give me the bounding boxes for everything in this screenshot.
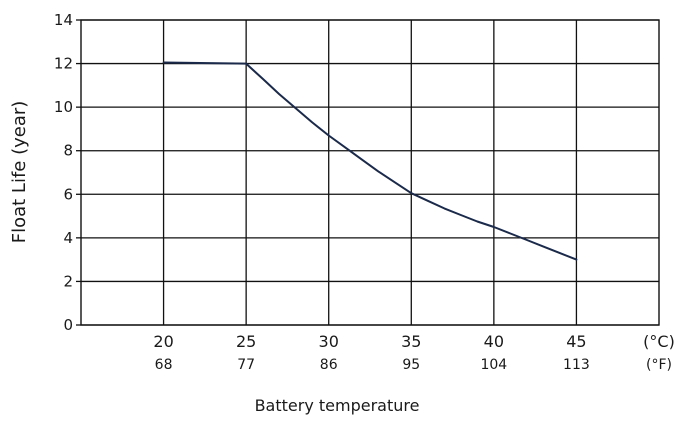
x-tick-label-celsius: 25	[236, 332, 256, 351]
y-tick-label: 4	[63, 229, 73, 247]
x-tick-label-celsius: 40	[484, 332, 504, 351]
y-tick-label: 10	[54, 98, 73, 116]
x-tick-label-celsius: 20	[153, 332, 173, 351]
x-tick-label-fahrenheit: 104	[480, 357, 507, 373]
x-axis-label: Battery temperature	[255, 396, 420, 415]
x-tick-label-fahrenheit: 86	[320, 357, 338, 373]
celsius-unit-label: (°C)	[643, 332, 675, 351]
grid	[81, 19, 659, 326]
y-axis-label: Float Life (year)	[9, 101, 30, 244]
x-tick-label-fahrenheit: 77	[237, 357, 255, 373]
x-tick-label-fahrenheit: 68	[155, 357, 173, 373]
x-tick-label-celsius: 30	[319, 332, 339, 351]
float-life-line	[162, 61, 578, 261]
x-tick-label-fahrenheit: 113	[563, 357, 590, 373]
x-tick-label-fahrenheit: 95	[402, 357, 420, 373]
series-layer	[162, 61, 578, 261]
y-tick-label: 0	[63, 316, 73, 334]
y-tick-label: 6	[63, 185, 73, 203]
axes	[76, 19, 660, 326]
plot-frame	[80, 19, 660, 326]
y-tick-label: 8	[63, 142, 73, 160]
x-tick-label-celsius: 35	[401, 332, 421, 351]
fahrenheit-unit-label: (°F)	[646, 357, 672, 373]
x-tick-label-celsius: 45	[566, 332, 586, 351]
y-tick-label: 12	[54, 55, 73, 73]
y-tick-label: 14	[54, 11, 73, 29]
y-tick-label: 2	[63, 272, 73, 290]
